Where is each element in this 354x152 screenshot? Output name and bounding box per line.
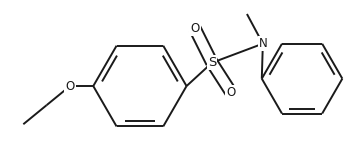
Text: O: O (65, 79, 75, 93)
Text: N: N (258, 37, 267, 50)
Text: S: S (208, 56, 216, 69)
Text: O: O (190, 22, 200, 35)
Text: O: O (227, 86, 236, 99)
